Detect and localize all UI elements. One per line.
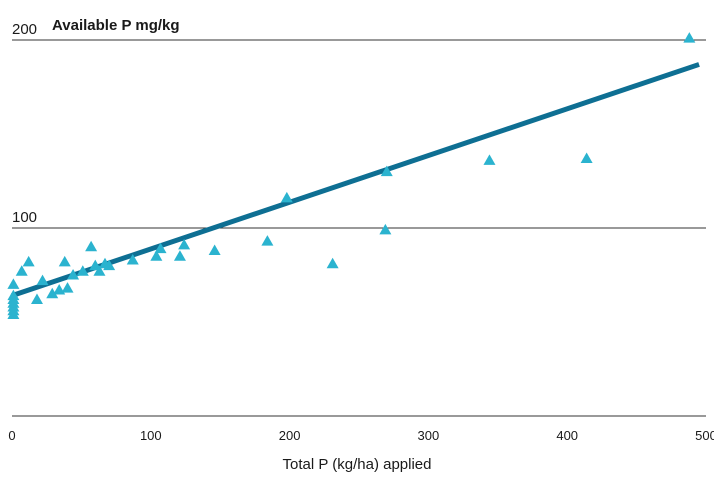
trend-line-group: [11, 62, 700, 299]
data-point: [173, 250, 186, 261]
y-axis-title: Available P mg/kg: [52, 17, 180, 34]
data-point: [85, 240, 98, 252]
data-point: [36, 274, 49, 286]
data-points: [7, 32, 696, 319]
data-point: [7, 278, 20, 289]
data-point: [178, 238, 191, 250]
data-point: [58, 255, 71, 267]
x-tick-label: 400: [556, 428, 578, 443]
data-point: [22, 255, 35, 267]
data-point: [93, 265, 106, 276]
data-point: [379, 223, 392, 235]
data-point: [53, 284, 66, 295]
data-point: [154, 242, 167, 254]
x-tick-label: 300: [418, 428, 440, 443]
gridlines: [12, 39, 706, 417]
data-point: [150, 250, 163, 261]
data-point: [61, 282, 74, 293]
x-tick-label: 0: [8, 428, 15, 443]
y-tick-label: 200: [12, 21, 37, 38]
data-point: [15, 265, 28, 276]
x-tick-labels: 0 100 200 300 400 500: [8, 428, 714, 443]
data-point: [103, 259, 116, 271]
y-tick-label: 100: [12, 209, 37, 226]
data-point: [67, 269, 80, 280]
x-axis-title: Total P (kg/ha) applied: [283, 456, 432, 473]
data-point: [126, 253, 139, 265]
data-point: [7, 289, 20, 301]
data-point: [76, 265, 89, 276]
data-point: [683, 32, 696, 43]
data-point: [46, 287, 59, 299]
data-point: [380, 165, 393, 177]
data-point: [261, 235, 274, 246]
data-point: [30, 293, 43, 304]
x-tick-label: 200: [279, 428, 301, 443]
x-tick-label: 100: [140, 428, 162, 443]
trend-line: [11, 62, 700, 299]
data-point: [580, 152, 593, 163]
y-tick-labels: 100 200: [12, 21, 37, 226]
x-tick-label: 500: [695, 428, 714, 443]
data-point: [280, 191, 293, 203]
data-point: [326, 257, 339, 269]
data-point: [483, 154, 496, 165]
data-point: [208, 244, 221, 256]
